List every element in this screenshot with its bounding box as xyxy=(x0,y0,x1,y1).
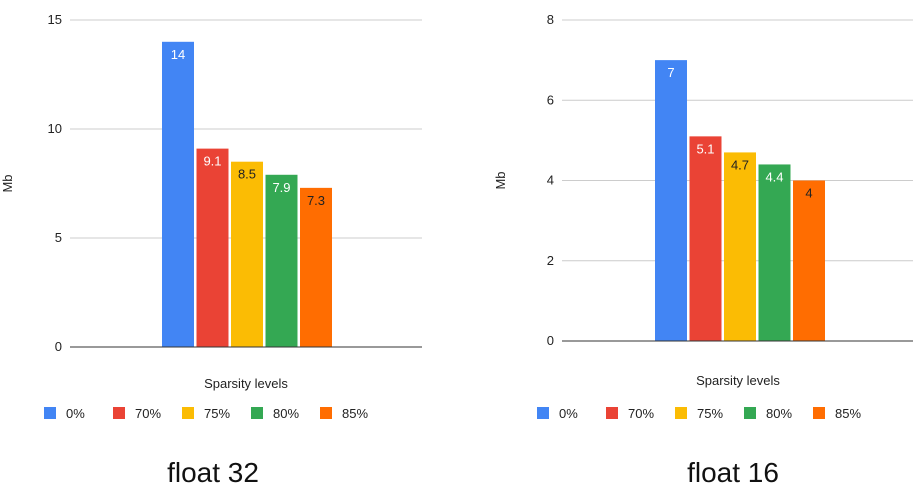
data-label: 4.7 xyxy=(731,157,749,172)
bar-0pct xyxy=(655,60,687,341)
legend-swatch xyxy=(320,407,332,419)
y-tick-label: 0 xyxy=(547,333,554,348)
legend-swatch xyxy=(744,407,756,419)
data-label: 14 xyxy=(171,47,185,62)
legend-swatch xyxy=(606,407,618,419)
x-axis-label: Sparsity levels xyxy=(696,373,780,388)
chart-title: float 16 xyxy=(687,457,779,488)
legend-swatch xyxy=(182,407,194,419)
y-tick-label: 0 xyxy=(55,339,62,354)
bar-0pct xyxy=(162,41,194,348)
legend-swatch xyxy=(813,407,825,419)
legend-swatch xyxy=(251,407,263,419)
legend-label: 80% xyxy=(766,406,792,421)
bar-70pct xyxy=(196,148,229,347)
bar-75pct xyxy=(231,161,263,347)
data-label: 8.5 xyxy=(238,167,256,182)
chart-title: float 32 xyxy=(167,457,259,488)
y-tick-label: 15 xyxy=(48,12,62,27)
legend-label: 70% xyxy=(135,406,161,421)
legend-label: 0% xyxy=(559,406,578,421)
y-axis-label: Mb xyxy=(0,174,15,192)
data-label: 7.3 xyxy=(307,193,325,208)
bar-80pct xyxy=(265,174,298,347)
data-label: 4.4 xyxy=(765,169,783,184)
y-tick-label: 4 xyxy=(547,173,554,188)
legend-swatch xyxy=(44,407,56,419)
legend-swatch xyxy=(675,407,687,419)
bar-75pct xyxy=(724,152,756,341)
y-tick-label: 8 xyxy=(547,12,554,27)
data-label: 4 xyxy=(805,186,812,201)
bar-80pct xyxy=(758,164,791,341)
bar-85pct xyxy=(300,187,332,347)
chart-float32: 0 5 10 15 14 9.1 8.5 7.9 7.3 Mb Sparsity levels 0% 7… xyxy=(0,12,422,488)
bar-85pct xyxy=(793,180,825,341)
legend-label: 85% xyxy=(342,406,368,421)
legend-swatch xyxy=(537,407,549,419)
legend-label: 80% xyxy=(273,406,299,421)
y-tick-label: 6 xyxy=(547,92,554,107)
legend-label: 0% xyxy=(66,406,85,421)
x-axis-label: Sparsity levels xyxy=(204,376,288,391)
legend-label: 70% xyxy=(628,406,654,421)
y-tick-label: 5 xyxy=(55,230,62,245)
y-tick-label: 2 xyxy=(547,253,554,268)
data-label: 7.9 xyxy=(272,180,290,195)
y-tick-label: 10 xyxy=(48,121,62,136)
legend-label: 75% xyxy=(204,406,230,421)
y-axis-label: Mb xyxy=(493,171,508,189)
data-label: 5.1 xyxy=(696,141,714,156)
data-label: 9.1 xyxy=(203,154,221,169)
legend-label: 75% xyxy=(697,406,723,421)
bar-70pct xyxy=(689,136,722,341)
legend-label: 85% xyxy=(835,406,861,421)
chart-float16: 0 2 4 6 8 7 5.1 4.7 4.4 4 Mb Sparsity levels 0% 70% 75… xyxy=(493,12,913,488)
legend-swatch xyxy=(113,407,125,419)
data-label: 7 xyxy=(667,65,674,80)
